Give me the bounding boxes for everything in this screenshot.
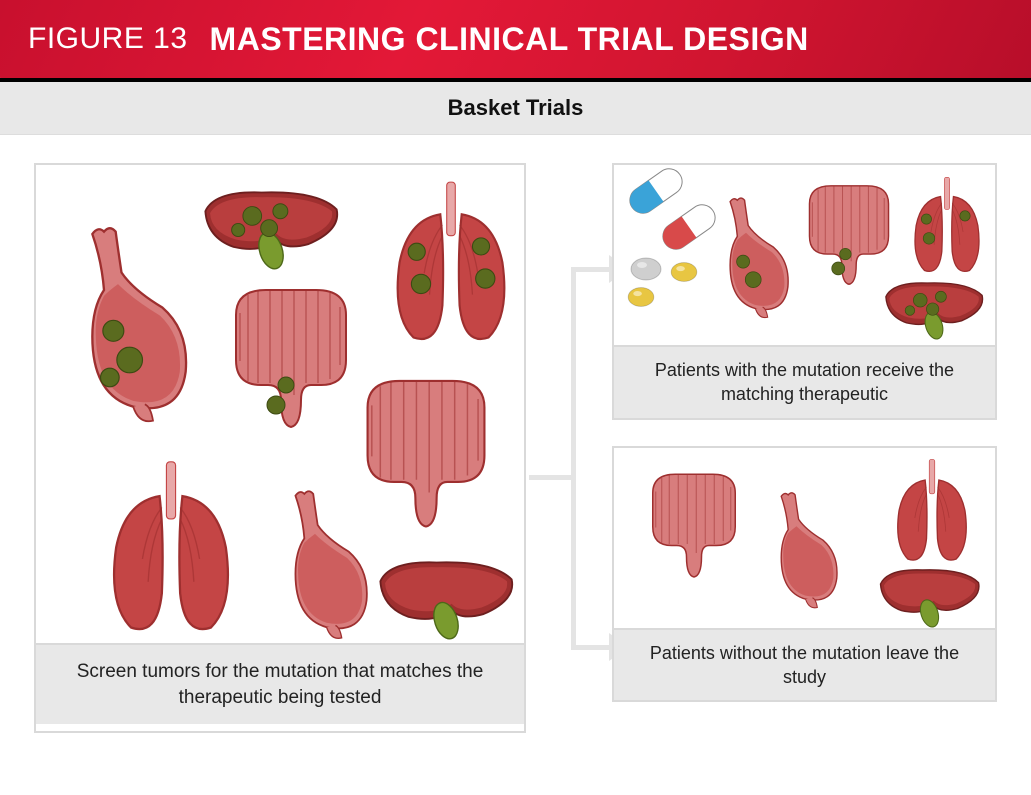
liver-icon [196, 175, 346, 285]
liver-icon [371, 550, 521, 650]
panel-screen-illustration [36, 165, 524, 643]
pill-icon [659, 213, 719, 241]
content-area: Screen tumors for the mutation that matc… [0, 135, 1031, 743]
stomach-icon [754, 488, 864, 613]
stomach-icon [714, 193, 804, 323]
panel-with-mutation-caption: Patients with the mutation receive the m… [614, 345, 995, 418]
panel-without-mutation-caption: Patients without the mutation leave the … [614, 628, 995, 701]
lungs-icon [902, 173, 992, 278]
panel-screen: Screen tumors for the mutation that matc… [34, 163, 526, 733]
lungs-icon [882, 456, 982, 566]
pill-icon [669, 260, 699, 284]
figure-header: FIGURE 13 MASTERING CLINICAL TRIAL DESIG… [0, 0, 1031, 82]
panel-with-mutation: Patients with the mutation receive the m… [612, 163, 997, 420]
panel-with-mutation-illustration [614, 165, 995, 345]
lungs-icon [376, 175, 526, 350]
liver-icon [872, 563, 987, 633]
panel-without-mutation-illustration [614, 448, 995, 628]
figure-number: FIGURE 13 [28, 22, 188, 56]
intestine-icon [634, 463, 754, 583]
lungs-icon [91, 455, 251, 640]
subtitle-bar: Basket Trials [0, 82, 1031, 135]
pill-icon [626, 285, 656, 309]
stomach-icon [64, 220, 214, 430]
pill-icon [629, 255, 663, 283]
liver-icon [879, 273, 989, 348]
panel-without-mutation: Patients without the mutation leave the … [612, 446, 997, 703]
figure-title: MASTERING CLINICAL TRIAL DESIGN [210, 21, 809, 58]
panel-screen-caption: Screen tumors for the mutation that matc… [36, 643, 524, 724]
pill-icon [626, 177, 686, 205]
outcome-column: Patients with the mutation receive the m… [612, 163, 997, 733]
